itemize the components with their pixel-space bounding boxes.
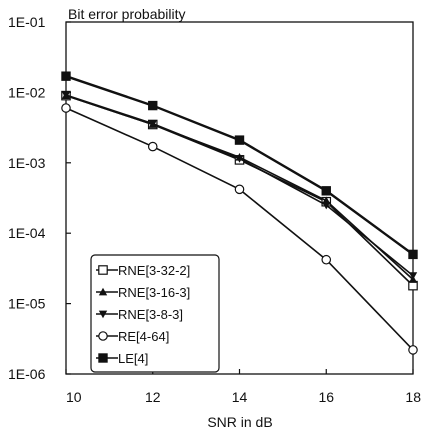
chart-title: Bit error probability	[68, 6, 186, 22]
y-tick-label: 1E-01	[8, 14, 46, 30]
y-tick-label: 1E-05	[8, 296, 46, 312]
x-tick-label: 18	[405, 389, 421, 405]
data-point	[322, 201, 331, 210]
legend-marker	[98, 287, 108, 296]
legend-label: RNE[3-32-2]	[118, 263, 190, 278]
legend-marker	[98, 331, 108, 341]
data-point	[235, 155, 244, 163]
data-point	[234, 184, 245, 195]
y-tick-label: 1E-06	[8, 366, 46, 382]
y-tick-label: 1E-04	[8, 225, 46, 241]
data-point	[408, 249, 418, 260]
legend-label: RNE[3-16-3]	[118, 285, 190, 300]
legend-marker	[98, 353, 108, 363]
series-line	[65, 75, 414, 256]
legend-label: LE[4]	[118, 351, 148, 366]
legend-marker	[98, 265, 108, 275]
x-tick-label: 10	[66, 389, 82, 405]
legend-box	[90, 254, 220, 373]
legend-label: RE[4-64]	[118, 329, 169, 344]
series-RNE[3-8-3]	[61, 91, 418, 280]
y-axis: 1E-01 1E-02 1E-03 1E-04 1E-05 1E-06	[8, 14, 71, 382]
data-point	[234, 135, 245, 145]
data-point	[61, 103, 71, 113]
data-point	[148, 100, 158, 111]
x-tick-label: 16	[318, 389, 334, 405]
data-point	[147, 141, 158, 152]
x-axis-title: SNR in dB	[207, 414, 272, 430]
x-tick-label: 14	[232, 389, 248, 405]
legend-marker	[98, 310, 108, 319]
x-axis: 10 12 14 16 18	[65, 369, 421, 405]
legend: RNE[3-32-2] RNE[3-16-3] RNE[3-8-3] RE[4-64]…	[90, 254, 220, 373]
y-tick-label: 1E-03	[8, 155, 46, 171]
legend-label: RNE[3-8-3]	[118, 307, 183, 322]
series-RE[4-64]	[61, 103, 418, 355]
x-tick-label: 12	[145, 389, 161, 405]
data-point	[321, 254, 332, 265]
data-point	[148, 120, 157, 128]
data-point	[321, 186, 331, 196]
y-tick-label: 1E-02	[8, 84, 46, 100]
data-point	[408, 272, 418, 280]
data-point	[61, 71, 71, 81]
series-LE[4]	[61, 71, 418, 260]
data-point	[61, 91, 71, 100]
series-layer	[61, 71, 418, 355]
data-point	[408, 345, 418, 355]
